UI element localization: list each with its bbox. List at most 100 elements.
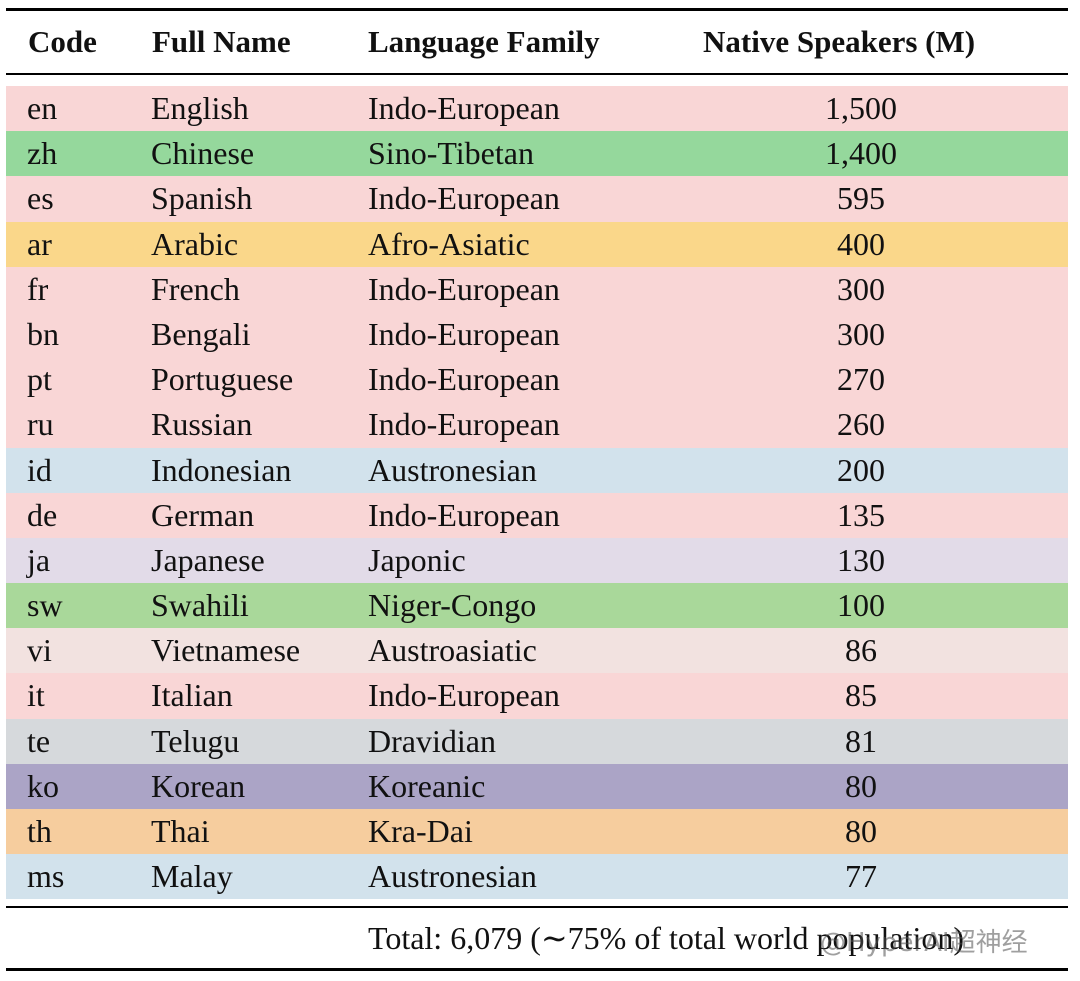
total-summary: Total: 6,079 (∼75% of total world popula…: [368, 920, 965, 956]
cell-native-speakers: 260: [837, 406, 885, 443]
table-row: te Telugu Dravidian 81: [6, 718, 1068, 764]
cell-full-name: Spanish: [151, 180, 253, 217]
cell-code: en: [27, 90, 58, 126]
cell-code: sw: [27, 587, 63, 624]
cell-native-speakers: 300: [837, 315, 885, 352]
cell-code: de: [27, 496, 58, 533]
cell-code: es: [27, 180, 54, 217]
cell-code: vi: [27, 632, 52, 669]
cell-full-name: Telugu: [151, 722, 240, 759]
cell-full-name: Indonesian: [151, 451, 292, 488]
cell-full-name: Italian: [151, 677, 233, 714]
cell-native-speakers: 1,400: [825, 135, 897, 172]
cell-full-name: Korean: [151, 767, 246, 804]
cell-language-family: Austronesian: [368, 451, 537, 488]
cell-code: ms: [27, 858, 65, 895]
cell-native-speakers: 130: [837, 541, 885, 578]
cell-language-family: Indo-European: [368, 677, 560, 714]
cell-code: zh: [27, 135, 58, 172]
cell-native-speakers: 81: [845, 722, 877, 759]
cell-language-family: Indo-European: [368, 180, 560, 217]
cell-language-family: Koreanic: [368, 767, 486, 804]
cell-full-name: Thai: [151, 813, 210, 849]
table-row: ko Korean Koreanic 80: [6, 763, 1068, 809]
cell-full-name: Portuguese: [151, 361, 294, 398]
cell-native-speakers: 400: [837, 225, 885, 262]
cell-full-name: Malay: [151, 858, 233, 895]
cell-code: bn: [27, 315, 59, 352]
cell-full-name: Vietnamese: [151, 632, 301, 669]
table-row: id Indonesian Austronesian 200: [6, 447, 1068, 493]
cell-full-name: Japanese: [151, 541, 265, 578]
header-language-family: Language Family: [368, 24, 600, 59]
table-row: zh Chinese Sino-Tibetan 1,400: [6, 131, 1068, 177]
table-row: ru Russian Indo-European 260: [6, 402, 1068, 448]
cell-native-speakers: 86: [845, 632, 877, 669]
cell-language-family: Austronesian: [368, 858, 537, 895]
cell-code: th: [27, 813, 52, 849]
cell-native-speakers: 135: [837, 496, 885, 533]
header-full-name: Full Name: [152, 24, 291, 59]
cell-native-speakers: 270: [837, 361, 885, 398]
cell-code: pt: [27, 361, 52, 398]
cell-language-family: Indo-European: [368, 496, 560, 533]
cell-language-family: Niger-Congo: [368, 587, 537, 624]
table-row: ar Arabic Afro-Asiatic 400: [6, 221, 1068, 267]
table-row: pt Portuguese Indo-European 270: [6, 357, 1068, 403]
header-rule: [6, 73, 1068, 75]
table-row: bn Bengali Indo-European 300: [6, 311, 1068, 358]
table-row: sw Swahili Niger-Congo 100: [6, 583, 1068, 629]
cell-native-speakers: 85: [845, 677, 877, 714]
cell-code: ja: [27, 541, 51, 578]
bottom-rule: [6, 968, 1068, 971]
cell-code: ar: [27, 225, 52, 262]
table-row: th Thai Kra-Dai 80: [6, 809, 1068, 855]
cell-native-speakers: 80: [845, 813, 877, 849]
cell-code: it: [27, 677, 45, 714]
cell-code: id: [27, 451, 52, 488]
cell-native-speakers: 1,500: [825, 90, 897, 126]
cell-language-family: Sino-Tibetan: [368, 135, 534, 172]
cell-language-family: Japonic: [368, 541, 466, 578]
cell-full-name: Bengali: [151, 315, 251, 352]
cell-full-name: Swahili: [151, 587, 249, 624]
cell-full-name: French: [151, 270, 240, 307]
cell-native-speakers: 77: [845, 858, 877, 895]
cell-full-name: Russian: [151, 406, 253, 443]
table-row: de German Indo-European 135: [6, 492, 1068, 538]
table-row: ja Japanese Japonic 130: [6, 537, 1068, 584]
body-bottom-rule: [6, 906, 1068, 908]
cell-native-speakers: 595: [837, 180, 885, 217]
cell-code: te: [27, 722, 51, 759]
header-code: Code: [28, 24, 97, 59]
cell-full-name: English: [151, 90, 249, 126]
table-row: vi Vietnamese Austroasiatic 86: [6, 628, 1068, 674]
cell-language-family: Austroasiatic: [368, 632, 537, 669]
cell-language-family: Dravidian: [368, 722, 496, 759]
table-row: en English Indo-European 1,500: [6, 86, 1068, 132]
cell-language-family: Indo-European: [368, 406, 560, 443]
watermark: @HyperAI超神经: [820, 928, 1028, 958]
cell-language-family: Afro-Asiatic: [368, 225, 530, 262]
cell-language-family: Kra-Dai: [368, 813, 473, 849]
cell-native-speakers: 200: [837, 451, 885, 488]
cell-language-family: Indo-European: [368, 361, 560, 398]
cell-code: fr: [27, 270, 49, 307]
table-row: es Spanish Indo-European 595: [6, 176, 1068, 222]
cell-native-speakers: 100: [837, 587, 885, 624]
cell-language-family: Indo-European: [368, 315, 560, 352]
cell-code: ko: [27, 767, 59, 804]
table-header: Code Full Name Language Family Native Sp…: [6, 10, 1068, 74]
cell-language-family: Indo-European: [368, 90, 560, 126]
cell-full-name: Chinese: [151, 135, 255, 172]
table-row: ms Malay Austronesian 77: [6, 854, 1068, 900]
cell-full-name: Arabic: [151, 225, 239, 262]
table-row: fr French Indo-European 300: [6, 266, 1068, 312]
cell-code: ru: [27, 406, 54, 443]
cell-full-name: German: [151, 496, 255, 533]
table-row: it Italian Indo-European 85: [6, 673, 1068, 719]
cell-native-speakers: 80: [845, 767, 877, 804]
cell-language-family: Indo-European: [368, 270, 560, 307]
header-native-speakers: Native Speakers (M): [703, 24, 976, 59]
cell-native-speakers: 300: [837, 270, 885, 307]
